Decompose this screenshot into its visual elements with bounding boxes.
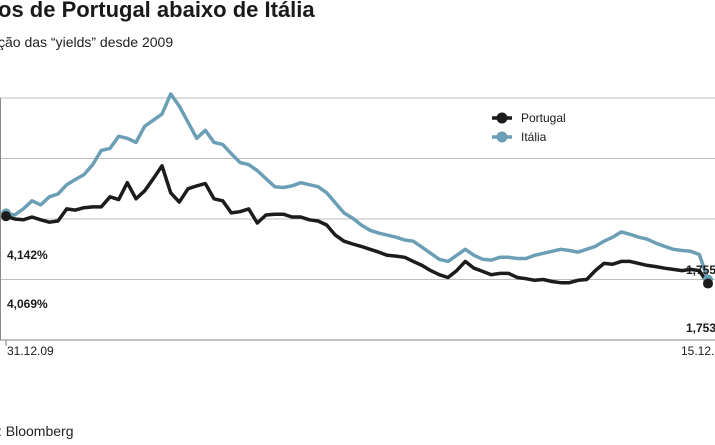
chart-title: os de Portugal abaixo de Itália: [0, 0, 315, 22]
value-labels: 4,142% 4,069% 1,755 1,753: [7, 248, 715, 335]
italy-start-label: 4,142%: [7, 248, 48, 262]
portugal-line: [5, 164, 710, 285]
legend-marker-portugal: [496, 112, 508, 124]
chart-subtitle: ção das “yields” desde 2009: [0, 34, 174, 50]
italia-line: [5, 92, 710, 281]
italy-end-label: 1,755: [686, 263, 715, 277]
x-tick-label-start: 31.12.09: [7, 344, 54, 358]
x-axis: 31.12.09 15.12.: [5, 340, 714, 358]
x-tick-label-end: 15.12.: [681, 344, 714, 358]
legend-marker-italia: [496, 131, 508, 143]
series-markers: [1, 208, 713, 289]
legend: Portugal Itália: [492, 111, 566, 144]
series-lines: [5, 92, 710, 285]
source-note: : Bloomberg: [0, 423, 74, 439]
portugal-start-label: 4,069%: [7, 297, 48, 311]
portugal-start-marker: [1, 211, 11, 222]
portugal-end-label: 1,753: [686, 321, 715, 335]
legend-label-italia: Itália: [521, 130, 547, 144]
legend-label-portugal: Portugal: [521, 111, 566, 125]
grid-lines: [0, 97, 715, 341]
portugal-end-marker: [703, 278, 713, 289]
